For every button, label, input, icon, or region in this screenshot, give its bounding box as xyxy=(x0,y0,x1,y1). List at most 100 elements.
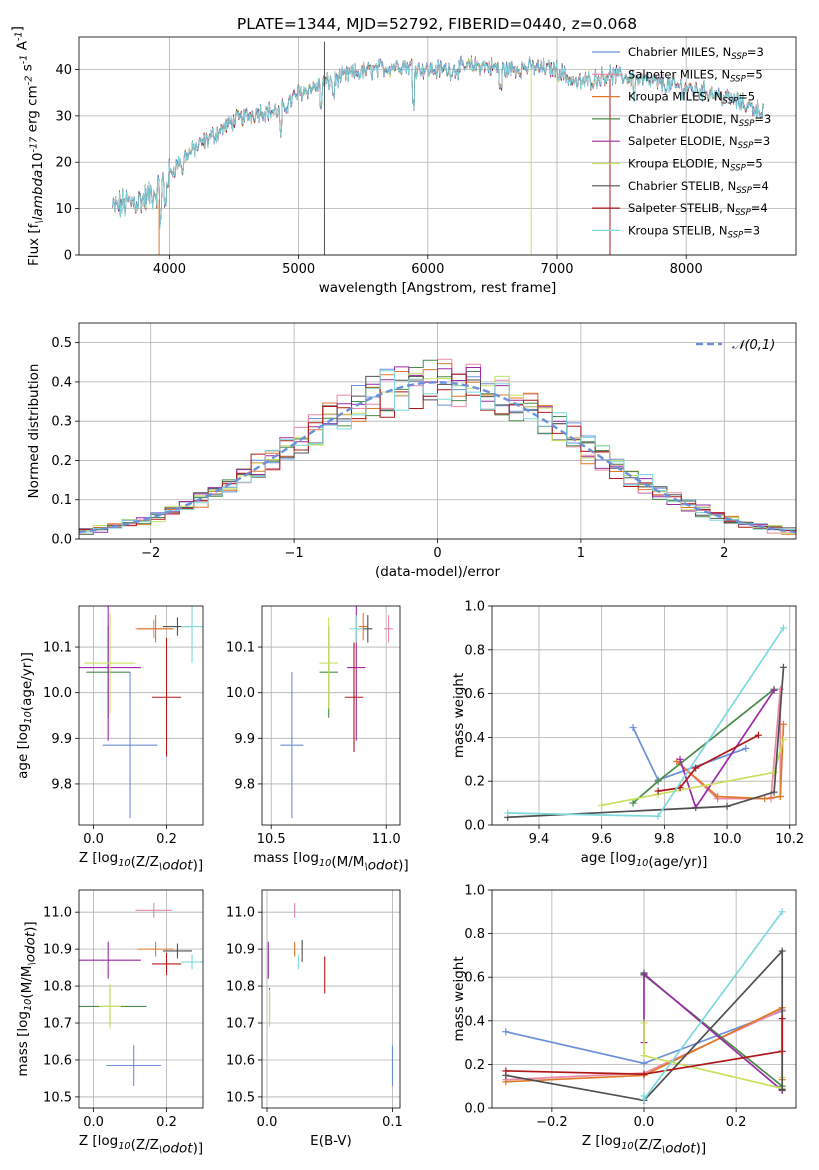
x-tick-label: 1 xyxy=(577,546,585,561)
y-tick-label: 10.0 xyxy=(43,686,72,701)
age_vs_mass-xlabel: mass [log10(M/M\odot)] xyxy=(253,850,408,874)
series-point-salpeter_elodie xyxy=(640,970,648,978)
series-point-chabrier_stelib xyxy=(778,1085,786,1093)
y-tick-label: 0.6 xyxy=(464,687,485,702)
series-line-kroupa_stelib xyxy=(643,911,783,1102)
series-point-chabrier_miles xyxy=(629,724,637,732)
errorbar-chabrier_stelib xyxy=(363,615,373,643)
series-point-chabrier_miles xyxy=(502,1028,510,1036)
series-point-kroupa_miles xyxy=(714,793,722,801)
x-tick-label: 5000 xyxy=(282,262,315,277)
errorbar-chabrier_stelib xyxy=(162,943,193,959)
spectrum-line-kroupa_stelib xyxy=(112,56,765,228)
x-tick-label: 0.1 xyxy=(382,1115,403,1130)
series-chabrier_elodie xyxy=(629,685,778,807)
legend-entry-normal: 𝒩(0,1) xyxy=(732,338,775,353)
y-tick-label: 0.6 xyxy=(464,971,485,986)
y-tick-label: 10.6 xyxy=(43,1053,72,1068)
y-tick-label: 0.2 xyxy=(464,775,485,790)
series-point-salpeter_stelib xyxy=(778,1047,786,1055)
series-point-kroupa_stelib xyxy=(640,1095,648,1103)
age_vs_Z-frame xyxy=(78,605,204,826)
y-tick-label: 10.0 xyxy=(226,686,255,701)
y-tick-label: 0.4 xyxy=(464,1014,485,1029)
x-tick-label: 9.4 xyxy=(529,832,550,847)
errorbar-kroupa_stelib xyxy=(349,615,364,643)
y-tick-label: 0.0 xyxy=(464,819,485,834)
residuals-ylabel: Normed distribution xyxy=(26,364,42,499)
residuals-axes: −2 −1 0 1 2 0.0 0.1 0.2 0.3 0.4 0.5 (data-model)/er… xyxy=(26,323,796,580)
series-kroupa_stelib xyxy=(640,908,786,1103)
spectrum-xlabel: wavelength [Angstrom, rest frame] xyxy=(319,280,557,296)
mass_vs_Z-grid xyxy=(79,890,203,1108)
y-tick-label: 0 xyxy=(64,249,72,264)
x-tick-label: 2 xyxy=(720,546,728,561)
y-tick-label: 11.0 xyxy=(226,906,255,921)
errorbar-kroupa_elodie xyxy=(319,617,338,709)
y-tick-label: 40 xyxy=(55,63,72,78)
series-point-salpeter_stelib xyxy=(654,787,662,795)
massweight_vs_age-ylabel: mass weight xyxy=(451,673,467,758)
errorbar-salpeter_stelib xyxy=(344,642,364,752)
errorbar-salpeter_miles xyxy=(135,902,172,918)
age_vs_Z-grid xyxy=(79,606,203,825)
legend-entry-salpeter_miles: Salpeter MILES, NSSP=5 xyxy=(628,67,763,84)
series-point-kroupa_miles xyxy=(779,720,787,728)
series-point-chabrier_stelib xyxy=(779,663,787,671)
spectrum-frame xyxy=(78,36,797,256)
massweight_vs_Z-ylabel: mass weight xyxy=(451,956,467,1041)
errorbar-kroupa_miles xyxy=(137,615,174,643)
series-point-kroupa_stelib xyxy=(504,809,512,817)
plot-panels: 4000 5000 6000 7000 8000010203040wavelength … xyxy=(9,26,804,1157)
series-point-kroupa_elodie xyxy=(640,1052,648,1060)
series-salpeter_miles xyxy=(673,685,784,803)
y-tick-label: 9.8 xyxy=(51,777,72,792)
series-point-kroupa_stelib xyxy=(654,812,662,820)
series-point-kroupa_elodie xyxy=(640,1019,648,1027)
errorbar-chabrier_miles xyxy=(280,672,304,819)
x-tick-label: 0.0 xyxy=(257,1115,278,1130)
massweight_vs_Z-xlabel: Z [log10(Z/Z\odot)] xyxy=(582,1133,706,1157)
series-point-kroupa_miles xyxy=(776,793,784,801)
x-tick-label: −0.2 xyxy=(536,1115,568,1130)
series-line-salpeter_stelib xyxy=(505,1018,784,1076)
x-tick-label: 9.6 xyxy=(591,832,612,847)
x-tick-label: 0.0 xyxy=(83,1115,104,1130)
series-point-kroupa_elodie xyxy=(779,736,787,744)
spectrum-legend: Chabrier MILES, NSSP=3 Salpeter MILES, NS… xyxy=(592,45,771,240)
series-salpeter_stelib xyxy=(502,1015,786,1078)
x-tick-label: 0.0 xyxy=(83,832,104,847)
age_vs_mass-frame xyxy=(261,605,401,826)
mass_vs_ebv-grid xyxy=(262,890,400,1108)
mass_vs_Z-frame xyxy=(78,889,204,1109)
series-point-chabrier_elodie xyxy=(654,777,662,785)
legend-entry-salpeter_elodie: Salpeter ELODIE, NSSP=3 xyxy=(628,134,770,151)
y-tick-label: 10.6 xyxy=(226,1053,255,1068)
massweight_vs_Z-plot-area xyxy=(502,908,786,1104)
y-tick-label: 10 xyxy=(55,202,72,217)
series-chabrier_stelib xyxy=(504,663,787,821)
errorbar-chabrier_miles xyxy=(102,672,158,819)
y-tick-label: 11.0 xyxy=(43,906,72,921)
y-tick-label: 9.8 xyxy=(234,777,255,792)
massweight_vs_age-grid xyxy=(492,605,796,826)
massweight_vs_age-xlabel: age [log10(age/yr)] xyxy=(581,850,708,870)
y-tick-label: 10.7 xyxy=(43,1017,72,1032)
series-line-kroupa_elodie xyxy=(601,739,785,807)
series-point-kroupa_elodie xyxy=(598,801,606,809)
mass_vs_Z-xlabel: Z [log10(Z/Z\odot)] xyxy=(79,1133,203,1157)
series-point-salpeter_stelib xyxy=(692,764,700,772)
massweight_vs_Z-frame xyxy=(491,889,797,1109)
series-point-salpeter_elodie xyxy=(676,755,684,763)
errorbar-salpeter_stelib xyxy=(151,952,182,975)
massweight_vs_age-plot-area xyxy=(504,624,787,821)
y-tick-label: 0.3 xyxy=(51,415,72,430)
series-point-salpeter_stelib xyxy=(778,1015,786,1023)
legend-entry-kroupa_stelib: Kroupa STELIB, NSSP=3 xyxy=(628,223,760,240)
x-tick-label: 8000 xyxy=(670,262,703,277)
mass_vs_ebv-plot-area xyxy=(267,902,394,1086)
y-tick-label: 10.8 xyxy=(226,980,255,995)
y-tick-label: 1.0 xyxy=(464,600,485,615)
errorbar-kroupa_miles xyxy=(358,612,368,641)
